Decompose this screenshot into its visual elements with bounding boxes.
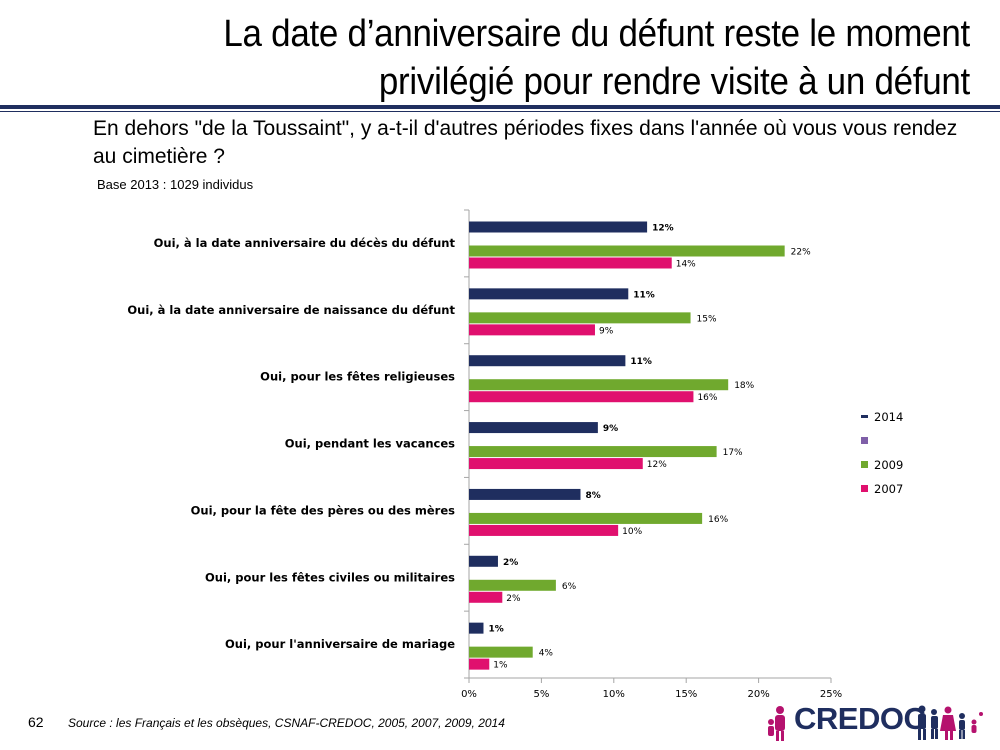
data-label: 12%: [652, 224, 674, 234]
data-label: 9%: [599, 326, 614, 336]
legend-marker: [861, 415, 868, 418]
bar: [469, 458, 643, 470]
data-label: 6%: [562, 582, 577, 592]
bar: [469, 355, 626, 367]
category-label: Oui, pour les fêtes civiles ou militaire…: [205, 570, 455, 584]
data-label: 1%: [493, 661, 508, 671]
category-label: Oui, pour l'anniversaire de mariage: [225, 637, 455, 651]
data-label: 1%: [488, 625, 503, 635]
bar: [469, 658, 490, 670]
x-tick-label: 0%: [461, 689, 477, 700]
logo-text: CREDOC: [794, 701, 926, 736]
category-label: Oui, pour la fête des pères ou des mères: [191, 503, 456, 517]
title-line-1: La date d’anniversaire du défunt reste l…: [223, 13, 970, 55]
bar: [469, 221, 648, 233]
family-figures-icon: [768, 705, 983, 741]
credoc-logo: CREDOC: [766, 700, 986, 746]
data-label: 11%: [630, 357, 652, 367]
legend-label: 2014: [874, 410, 903, 424]
bar: [469, 312, 691, 324]
category-label: Oui, à la date anniversaire du décès du …: [154, 236, 456, 250]
bar: [469, 324, 595, 336]
bar: [469, 422, 598, 434]
x-tick-label: 15%: [675, 689, 697, 700]
bar: [469, 579, 556, 591]
x-tick-label: 5%: [533, 689, 549, 700]
data-label: 15%: [697, 314, 717, 324]
legend-label: 2009: [874, 458, 903, 472]
title-divider-thin: [0, 111, 1000, 112]
data-label: 14%: [676, 260, 696, 270]
legend-label: 2007: [874, 482, 903, 496]
data-label: 22%: [791, 248, 811, 258]
legend-marker: [861, 461, 868, 468]
base-note: Base 2013 : 1029 individus: [97, 177, 254, 192]
legend-marker: [861, 485, 868, 492]
bar: [469, 646, 533, 658]
data-label: 2%: [506, 594, 521, 604]
legend-marker: [861, 437, 868, 444]
bar: [469, 591, 503, 603]
bar: [469, 622, 484, 634]
data-label: 10%: [622, 527, 642, 537]
category-label: Oui, pendant les vacances: [285, 437, 455, 451]
bar: [469, 555, 498, 567]
page-title: La date d’anniversaire du défunt reste l…: [142, 10, 970, 106]
bar: [469, 391, 694, 403]
bar: [469, 288, 629, 300]
data-label: 12%: [647, 460, 667, 470]
data-label: 8%: [585, 491, 600, 501]
data-label: 16%: [708, 515, 728, 525]
category-label: Oui, à la date anniversaire de naissance…: [127, 303, 455, 317]
x-tick-label: 20%: [747, 689, 769, 700]
data-label: 18%: [734, 381, 754, 391]
data-label: 2%: [503, 558, 518, 568]
bar: [469, 488, 581, 500]
x-tick-label: 25%: [820, 689, 842, 700]
survey-question: En dehors "de la Toussaint", y a-t-il d'…: [93, 117, 958, 168]
title-line-2: privilégié pour rendre visite à un défun…: [378, 61, 970, 103]
data-label: 4%: [539, 649, 554, 659]
bar: [469, 257, 672, 269]
x-tick-label: 10%: [603, 689, 625, 700]
data-label: 11%: [633, 290, 655, 300]
category-label: Oui, pour les fêtes religieuses: [260, 370, 455, 384]
bar-chart: 0% 5% 10% 15% 20% 25% Oui, à la date anniversa…: [127, 209, 903, 700]
data-label: 17%: [723, 448, 743, 458]
bar: [469, 512, 703, 524]
source-note: Source : les Français et les obsèques, C…: [68, 716, 505, 730]
bar: [469, 379, 729, 391]
bar: [469, 446, 717, 458]
bar: [469, 245, 785, 257]
bar: [469, 524, 619, 536]
title-divider: [0, 105, 1000, 109]
page-number: 62: [28, 714, 44, 730]
data-label: 16%: [697, 393, 717, 403]
data-label: 9%: [603, 424, 618, 434]
